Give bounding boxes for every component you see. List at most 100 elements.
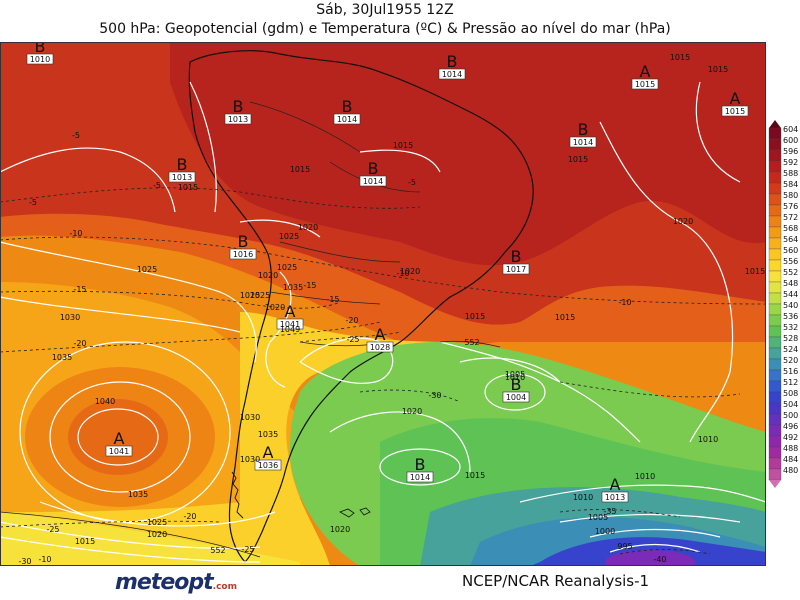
colorbar-swatch: [768, 138, 782, 151]
isobar-label: 1015: [568, 155, 588, 164]
center-value: 1014: [410, 473, 430, 482]
isobar-1005-south: [559, 513, 741, 523]
isobar-label: 1049: [280, 325, 300, 334]
colorbar-tick-label: 500: [783, 411, 798, 420]
colorbar-bottom-arrow: [769, 480, 781, 488]
center-type: B: [447, 52, 458, 71]
colorbar-swatch: [768, 413, 782, 426]
colorbar-swatch: [768, 468, 782, 481]
center-type: A: [285, 302, 296, 321]
isobar-1010-south: [519, 484, 766, 503]
temperature-labels: -5 -5 -5 -5 -10 -10 -10 -15 -15 -15 -20 -20 -25 -25 -3…: [18, 131, 666, 566]
center-value: 1013: [605, 493, 625, 502]
field-592: [170, 42, 766, 266]
colorbar-swatch: [768, 292, 782, 305]
center-type: B: [368, 159, 379, 178]
center-value: 1010: [30, 55, 50, 64]
isobar-label: 1015: [745, 267, 765, 276]
center-value: 1016: [233, 250, 253, 259]
center-value-box: [276, 318, 304, 330]
colorbar-top-arrow: [769, 120, 781, 128]
colorbar-swatch: [768, 402, 782, 415]
temperature-label: -30: [428, 391, 441, 400]
colorbar-tick-label: 524: [783, 345, 798, 354]
isotherm-minus30: [359, 389, 461, 403]
colorbar-swatch: [768, 270, 782, 283]
isobar-label: 1020: [298, 223, 318, 232]
isobar-label: 1025: [277, 263, 297, 272]
center-value: 1036: [258, 461, 278, 470]
center-value: 1014: [337, 115, 357, 124]
isobars: [0, 81, 766, 563]
colorbar-tick-label: 592: [783, 158, 798, 167]
geopotential-label: 552: [464, 338, 479, 347]
center-type: B: [35, 42, 46, 56]
center-value-box: [229, 248, 257, 260]
colorbar-swatch: [768, 248, 782, 261]
center-value-box: [26, 53, 54, 65]
colorbar-tick-label: 596: [783, 147, 798, 156]
isobar-label: 1020: [400, 267, 420, 276]
colorbar-tick-label: 480: [783, 466, 798, 475]
isotherm-minus15-e: [559, 381, 741, 398]
colorbar-swatch: [768, 369, 782, 382]
map-title: 500 hPa: Geopotencial (gdm) e Temperatur…: [99, 21, 671, 37]
center-type: B: [342, 97, 353, 116]
isobar-label: 1015: [555, 313, 575, 322]
center-value-box: [168, 171, 196, 183]
temperature-label: -10: [69, 229, 82, 238]
temperature-label: -15: [326, 295, 339, 304]
temperature-label: -20: [73, 339, 86, 348]
center-value-box: [721, 105, 749, 117]
isobar-1025-high: [299, 337, 394, 384]
colorbar-tick-label: 584: [783, 180, 798, 189]
colorbar-tick-label: 576: [783, 202, 798, 211]
temperature-label: -35: [603, 507, 616, 516]
colorbar-swatch: [768, 171, 782, 184]
field-556: [0, 312, 480, 566]
colorbar-tick-label: 484: [783, 455, 798, 464]
isobar-1015-n: [359, 149, 441, 173]
isobar-label: 1015: [465, 312, 485, 321]
isobar-label: 1015: [393, 141, 413, 150]
colorbar-tick-label: 560: [783, 246, 798, 255]
isobar-1025-south: [0, 521, 261, 549]
colorbar-swatch: [768, 391, 782, 404]
logo-suffix: .com: [212, 582, 237, 592]
center-value-box: [438, 68, 466, 80]
geopotential-label: 552: [210, 546, 225, 555]
colorbar-tick-label: 556: [783, 257, 798, 266]
colorbar: 604 600 596 592 588 584 580 576 572 568 564 560 556 5…: [768, 120, 798, 488]
colorbar-swatch: [768, 325, 782, 338]
colorbar-tick-label: 604: [783, 125, 798, 134]
temperature-label: -10: [38, 555, 51, 564]
isobar-1015-east: [599, 121, 734, 443]
temperature-label: -10: [396, 269, 409, 278]
isobar-label: 1025: [240, 291, 260, 300]
center-value: 1014: [442, 70, 462, 79]
isobar-labels: 1015101510151015101510151020102510251025…: [52, 53, 765, 551]
isobar-label: 1000: [595, 527, 615, 536]
colorbar-swatch: [768, 336, 782, 349]
colorbar-tick-label: 564: [783, 235, 798, 244]
colorbar-swatch: [768, 237, 782, 250]
temperature-label: -40: [653, 555, 666, 564]
isobar-label: 1030: [60, 313, 80, 322]
isobar-label: 1020: [330, 525, 350, 534]
isotherms: [0, 187, 766, 555]
isobar-label: 1010: [635, 472, 655, 481]
isobar-label: 1020: [258, 271, 278, 280]
isobar-label: 1015: [708, 65, 728, 74]
colorbar-swatch: [768, 193, 782, 206]
center-value-box: [359, 175, 387, 187]
isobar-1020-north: [0, 241, 257, 363]
center-type: B: [511, 247, 522, 266]
logo-text: meteopt: [115, 570, 214, 595]
temperature-label: -5: [408, 178, 416, 187]
center-value: 1017: [506, 265, 526, 274]
